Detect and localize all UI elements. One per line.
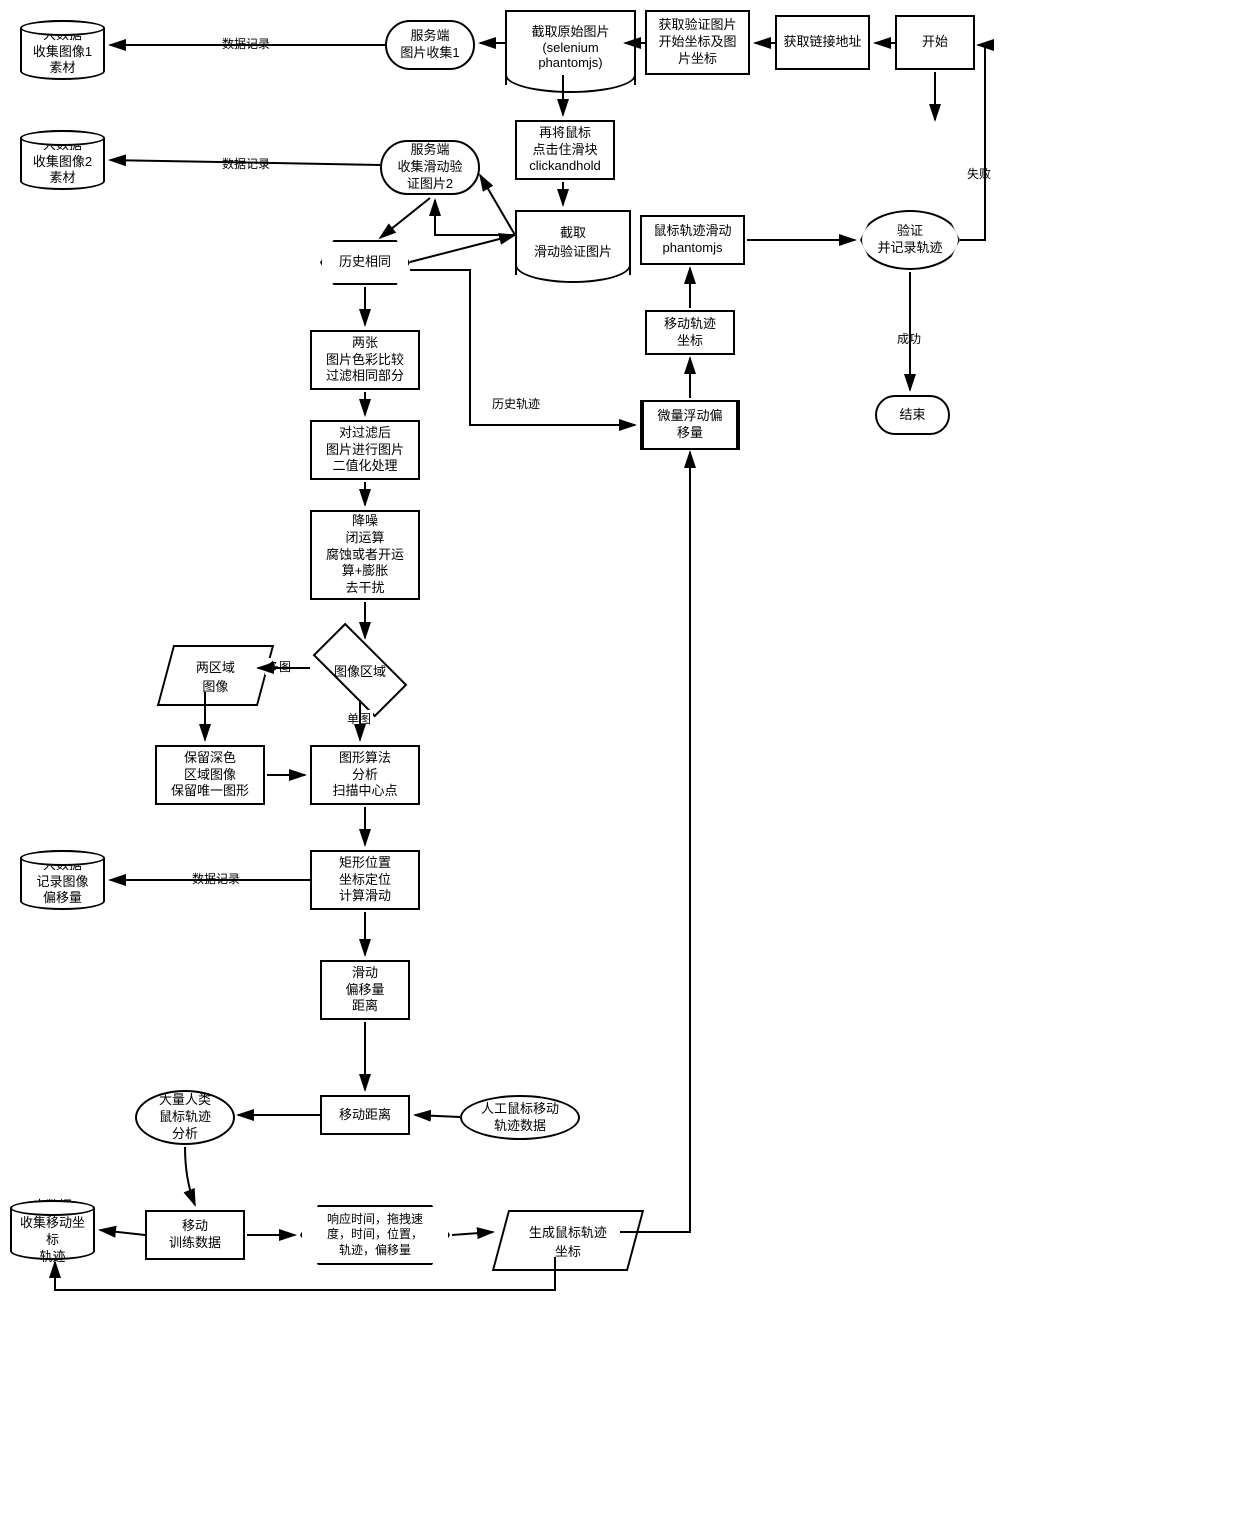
node-gen-traj: 生成鼠标轨迹 坐标 xyxy=(492,1210,644,1271)
node-binarize: 对过滤后 图片进行图片 二值化处理 xyxy=(310,420,420,480)
text-img-region: 图像区域 xyxy=(334,661,386,680)
node-human-data: 人工鼠标移动 轨迹数据 xyxy=(460,1095,580,1140)
text-mouse-slide: 鼠标轨迹滑动 phantomjs xyxy=(653,223,731,257)
text-train-data: 移动 训练数据 xyxy=(169,1218,221,1252)
node-db-offset: 大数据 记录图像 偏移量 xyxy=(20,850,105,910)
text-db-offset: 大数据 记录图像 偏移量 xyxy=(36,857,88,908)
node-keep-dark: 保留深色 区域图像 保留唯一图形 xyxy=(155,745,265,805)
text-capture-orig: 截取原始图片 (selenium phantomjs) xyxy=(531,21,609,70)
text-denoise: 降噪 闭运算 腐蚀或者开运 算+膨胀 去干扰 xyxy=(326,513,404,597)
node-rect-locate: 矩形位置 坐标定位 计算滑动 xyxy=(310,850,420,910)
text-keep-dark: 保留深色 区域图像 保留唯一图形 xyxy=(171,750,249,801)
node-params: 响应时间，拖拽速 度，时间，位置， 轨迹，偏移量 xyxy=(300,1205,450,1265)
text-slide-offset: 滑动 偏移量 距离 xyxy=(345,965,384,1016)
node-train-data: 移动 训练数据 xyxy=(145,1210,245,1260)
node-clickhold: 再将鼠标 点击住滑块 clickandhold xyxy=(515,120,615,180)
node-db2: 大数据 收集图像2 素材 xyxy=(20,130,105,190)
node-server2: 服务端 收集滑动验 证图片2 xyxy=(380,140,480,195)
node-img-region: 图像区域 xyxy=(300,640,420,700)
node-move-traj-coord: 移动轨迹 坐标 xyxy=(645,310,735,355)
text-verify: 验证 并记录轨迹 xyxy=(877,223,942,257)
node-move-dist: 移动距离 xyxy=(320,1095,410,1135)
node-capture-orig: 截取原始图片 (selenium phantomjs) xyxy=(505,10,636,85)
label-history-traj: 历史轨迹 xyxy=(490,395,542,412)
text-shape-algo: 图形算法 分析 扫描中心点 xyxy=(332,750,397,801)
node-verify: 验证 并记录轨迹 xyxy=(860,210,960,270)
text-clickhold: 再将鼠标 点击住滑块 clickandhold xyxy=(529,125,601,176)
node-mouse-slide: 鼠标轨迹滑动 phantomjs xyxy=(640,215,745,265)
node-db-traj: 大数据 收集移动坐标 轨迹 xyxy=(10,1200,95,1260)
node-end: 结束 xyxy=(875,395,950,435)
node-color-compare: 两张 图片色彩比较 过滤相同部分 xyxy=(310,330,420,390)
text-db1: 大数据 收集图像1 素材 xyxy=(33,27,92,78)
flowchart-canvas: 开始 获取链接地址 获取验证图片 开始坐标及图 片坐标 验证 并记录轨迹 截取原… xyxy=(0,0,1240,1532)
node-server1: 服务端 图片收集1 xyxy=(385,20,475,70)
node-history-same: 历史相同 xyxy=(320,240,410,285)
label-single-img: 单图 xyxy=(345,710,373,727)
label-success: 成功 xyxy=(895,330,923,347)
node-get-coords: 获取验证图片 开始坐标及图 片坐标 xyxy=(645,10,750,75)
text-db2: 大数据 收集图像2 素材 xyxy=(33,137,92,188)
label-data-record-3: 数据记录 xyxy=(190,870,242,887)
node-get-url: 获取链接地址 xyxy=(775,15,870,70)
label-fail: 失败 xyxy=(965,165,993,182)
label-multi-img: 多图 xyxy=(265,658,293,675)
text-color-compare: 两张 图片色彩比较 过滤相同部分 xyxy=(326,335,404,386)
node-two-region: 两区域 图像 xyxy=(157,645,274,706)
text-two-region: 两区域 图像 xyxy=(196,657,235,695)
text-params: 响应时间，拖拽速 度，时间，位置， 轨迹，偏移量 xyxy=(327,1212,423,1259)
text-move-traj-coord: 移动轨迹 坐标 xyxy=(664,316,716,350)
node-micro-offset: 微量浮动偏 移量 xyxy=(640,400,740,450)
label-data-record-1: 数据记录 xyxy=(220,35,272,52)
text-micro-offset: 微量浮动偏 移量 xyxy=(657,408,722,442)
text-rect-locate: 矩形位置 坐标定位 计算滑动 xyxy=(339,855,391,906)
node-denoise: 降噪 闭运算 腐蚀或者开运 算+膨胀 去干扰 xyxy=(310,510,420,600)
text-capture-slide: 截取 滑动验证图片 xyxy=(534,222,612,260)
node-shape-algo: 图形算法 分析 扫描中心点 xyxy=(310,745,420,805)
text-binarize: 对过滤后 图片进行图片 二值化处理 xyxy=(326,425,404,476)
text-server2: 服务端 收集滑动验 证图片2 xyxy=(397,142,462,193)
node-start: 开始 xyxy=(895,15,975,70)
node-db1: 大数据 收集图像1 素材 xyxy=(20,20,105,80)
text-gen-traj: 生成鼠标轨迹 坐标 xyxy=(529,1222,607,1260)
node-slide-offset: 滑动 偏移量 距离 xyxy=(320,960,410,1020)
text-human-data: 人工鼠标移动 轨迹数据 xyxy=(481,1101,559,1135)
node-capture-slide: 截取 滑动验证图片 xyxy=(515,210,631,275)
label-data-record-2: 数据记录 xyxy=(220,155,272,172)
text-human-analysis: 大量人类 鼠标轨迹 分析 xyxy=(159,1092,211,1143)
text-db-traj: 大数据 收集移动坐标 轨迹 xyxy=(16,1198,89,1266)
node-human-analysis: 大量人类 鼠标轨迹 分析 xyxy=(135,1090,235,1145)
